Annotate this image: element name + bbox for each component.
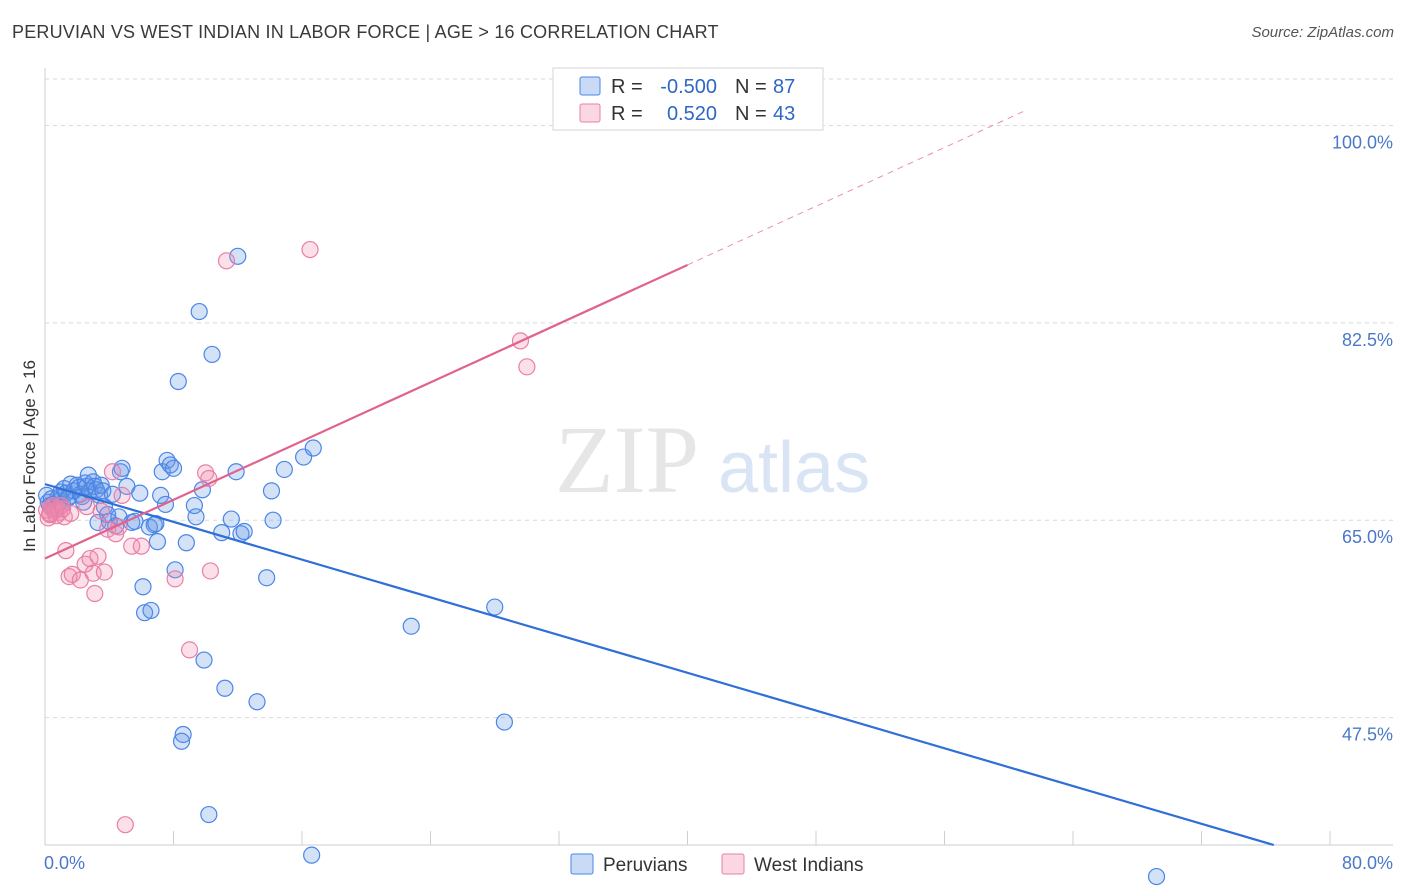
peruvian-point xyxy=(1147,867,1166,886)
west-indian-point xyxy=(217,252,236,270)
peruvian-point xyxy=(172,732,191,750)
source-credit: Source: ZipAtlas.com xyxy=(1251,24,1394,41)
west-indian-point xyxy=(301,240,319,259)
west-indian-point xyxy=(116,816,134,834)
peruvian-point xyxy=(152,486,170,504)
bottom-legend-label-west-indians: West Indians xyxy=(754,855,863,876)
peruvian-point xyxy=(166,561,184,579)
legend-r-value-west-indians: 0.520 xyxy=(667,103,717,125)
y-tick-labels: 47.5% 65.0% 82.5% 100.0% xyxy=(1332,132,1393,744)
west-indian-point xyxy=(78,498,96,516)
legend-swatch-peruvians xyxy=(579,76,601,96)
chart-title: PERUVIAN VS WEST INDIAN IN LABOR FORCE |… xyxy=(12,22,719,42)
peruvian-point xyxy=(148,533,167,551)
peruvian-point xyxy=(258,569,276,587)
legend-n-value-west-indians: 43 xyxy=(773,103,795,125)
west-indian-point xyxy=(41,505,59,524)
peruvian-point xyxy=(190,302,208,321)
x-tick-label-max: 80.0% xyxy=(1342,853,1393,873)
watermark-atlas: atlas xyxy=(718,428,870,508)
west-indian-point xyxy=(132,537,150,555)
west-indian-point xyxy=(197,464,215,482)
peruvian-point xyxy=(203,345,221,364)
legend-n-label-west-indians: N = xyxy=(735,103,767,125)
peruvian-point xyxy=(113,459,131,477)
peruvian-point xyxy=(402,617,420,635)
peruvian-point xyxy=(486,598,504,616)
peruvian-point xyxy=(131,484,149,502)
peruvian-point xyxy=(222,510,240,528)
peruvian-point xyxy=(187,508,205,526)
peruvian-point xyxy=(142,601,160,620)
west-indian-point xyxy=(92,502,110,520)
peruvian-point xyxy=(264,511,282,529)
peruvian-point xyxy=(304,439,322,457)
series-legend: Peruvians West Indians xyxy=(570,853,863,876)
legend-swatch-west-indians xyxy=(579,103,601,123)
peruvian-trend-line xyxy=(44,483,1275,847)
peruvian-point xyxy=(174,725,192,744)
west-indian-point xyxy=(103,463,122,481)
y-tick-label: 100.0% xyxy=(1332,132,1393,152)
x-tick-label-min: 0.0% xyxy=(44,853,85,873)
peruvian-point xyxy=(229,247,247,265)
peruvian-point xyxy=(235,522,253,541)
y-tick-label: 47.5% xyxy=(1342,725,1393,745)
peruvian-point xyxy=(195,651,213,669)
y-axis-label: In Labor Force | Age > 16 xyxy=(20,360,39,552)
legend-r-label-west-indians: R = xyxy=(611,103,643,125)
peruvian-point xyxy=(164,459,183,477)
west-indian-point xyxy=(180,641,199,659)
legend-box xyxy=(552,67,824,131)
bottom-legend-swatch-peruvians xyxy=(570,853,594,875)
west-indian-point xyxy=(518,358,536,376)
trend-lines xyxy=(44,110,1275,847)
west-indian-trend-line-extension xyxy=(687,110,1026,266)
west-indian-point xyxy=(166,570,184,588)
peruvian-point xyxy=(177,534,195,552)
peruvian-point xyxy=(303,846,321,864)
west-indian-point xyxy=(86,584,104,603)
x-axis-ticks xyxy=(44,831,1331,845)
legend-r-value-peruvians: -0.500 xyxy=(660,76,717,98)
west-indian-point xyxy=(201,562,220,580)
data-points xyxy=(38,240,1166,886)
y-tick-label: 82.5% xyxy=(1342,330,1393,350)
peruvian-point xyxy=(200,805,218,824)
legend-n-value-peruvians: 87 xyxy=(773,76,795,98)
west-indian-point xyxy=(95,563,114,581)
peruvian-point xyxy=(135,604,154,622)
peruvian-point xyxy=(169,372,187,391)
west-indian-point xyxy=(62,504,80,523)
watermark-zip: ZIP xyxy=(555,406,699,513)
legend-r-label-peruvians: R = xyxy=(611,76,643,98)
west-indian-point xyxy=(89,547,107,565)
peruvian-point xyxy=(216,679,234,697)
bottom-legend-label-peruvians: Peruvians xyxy=(603,855,688,876)
west-indian-point xyxy=(123,537,141,555)
peruvian-point xyxy=(262,482,281,500)
west-indian-point xyxy=(113,486,131,504)
y-tick-label: 65.0% xyxy=(1342,527,1393,547)
peruvian-point xyxy=(275,460,293,479)
west-indian-trend-line xyxy=(44,263,688,560)
peruvian-point xyxy=(495,713,513,731)
correlation-legend: R = -0.500 N = 87 R = 0.520 N = 43 xyxy=(552,67,824,131)
peruvian-point xyxy=(248,693,266,711)
legend-n-label-peruvians: N = xyxy=(735,76,767,98)
grid-lines xyxy=(45,78,1393,719)
bottom-legend-swatch-west-indians xyxy=(721,853,745,875)
peruvian-point xyxy=(134,578,152,596)
